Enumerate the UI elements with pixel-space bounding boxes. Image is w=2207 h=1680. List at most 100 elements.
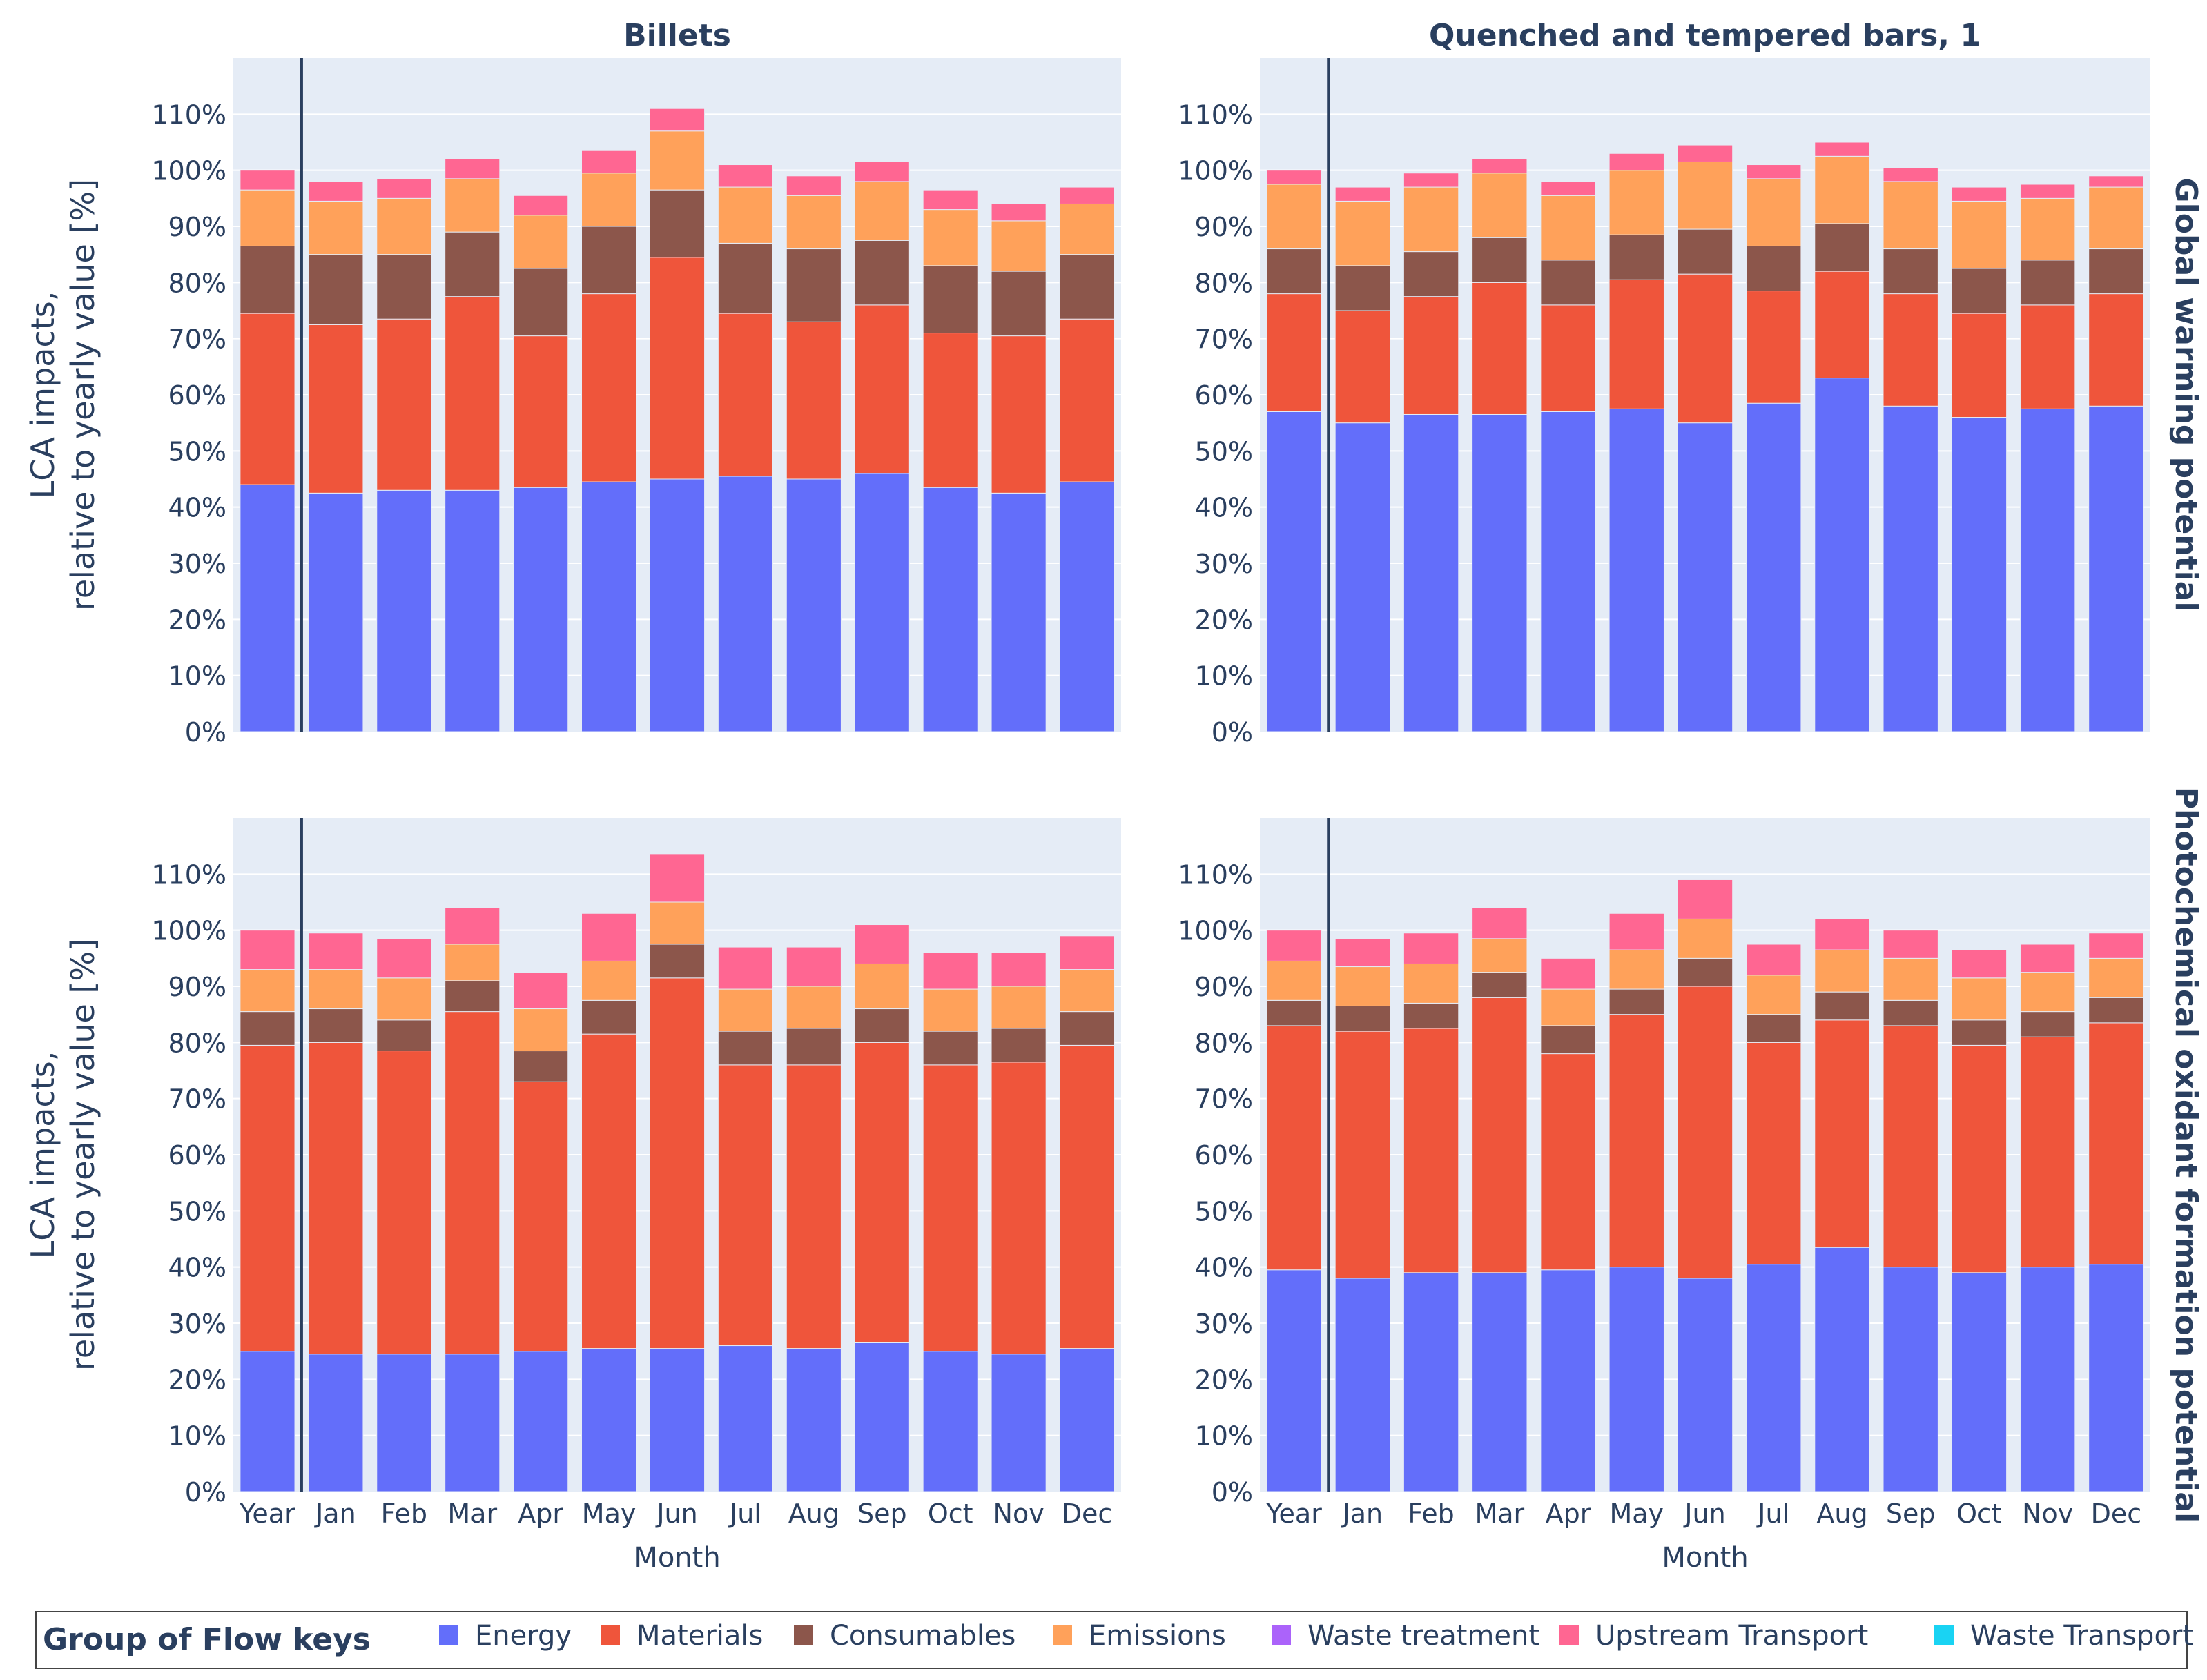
x-tick-label: Dec	[1062, 1498, 1113, 1529]
bar-segment-materials	[445, 1011, 500, 1355]
legend-item-materials[interactable]: Materials	[601, 1620, 763, 1652]
y-tick-label: 50%	[1195, 1196, 1253, 1227]
y-axis-ticks: 0% 10% 20% 30% 40% 50% 60% 70% 80% 90% 100% 110%	[1178, 859, 1253, 1507]
bar-segment-emissions	[240, 969, 295, 1013]
bar-stack-group	[1266, 141, 2144, 732]
bar-segment-energy	[1951, 417, 2007, 732]
bar-segment-energy	[1059, 481, 1115, 732]
y-tick-label: 40%	[168, 493, 226, 523]
x-tick-label: Jan	[1341, 1498, 1383, 1529]
legend-item-consumables[interactable]: Consumables	[794, 1620, 1015, 1652]
y-tick-label: 110%	[151, 859, 226, 890]
bar-segment-consumables	[1403, 251, 1459, 297]
bar-segment-materials	[991, 1062, 1047, 1355]
bar-segment-materials	[513, 1081, 569, 1352]
bar-segment-upstream-transport	[1266, 170, 1322, 185]
bar-segment-energy	[376, 1354, 432, 1492]
bar-segment-consumables	[922, 1031, 978, 1066]
bar-segment-consumables	[1677, 228, 1733, 275]
y-tick-label: 70%	[1195, 324, 1253, 355]
column-title-billets: Billets	[623, 18, 731, 53]
y-tick-label: 10%	[1195, 1421, 1253, 1452]
y-axis-title-line1: LCA impacts,	[24, 1051, 61, 1259]
bar-segment-materials	[2019, 1036, 2076, 1268]
bar-segment-materials	[991, 335, 1047, 494]
bar-segment-energy	[240, 484, 295, 732]
bar-segment-consumables	[1608, 988, 1664, 1015]
legend-item-energy[interactable]: Energy	[439, 1620, 572, 1652]
bar-segment-consumables	[1814, 991, 1870, 1021]
bar-segment-emissions	[1883, 957, 1938, 1001]
bar-segment-materials	[1266, 1025, 1322, 1271]
x-tick-label: Jun	[1683, 1498, 1725, 1529]
legend-item-waste-transport[interactable]: Waste Transport	[1934, 1620, 2193, 1652]
bar-segment-materials	[1266, 293, 1322, 412]
bar-segment-upstream-transport	[1472, 158, 1528, 174]
x-tick-label: Feb	[1408, 1498, 1454, 1529]
y-axis-title-top: LCA impacts, relative to yearly value [%…	[24, 179, 101, 611]
y-tick-label: 0%	[1212, 1477, 1253, 1507]
bar-segment-consumables	[1951, 1019, 2007, 1046]
bar-segment-consumables	[717, 242, 773, 314]
x-axis-title-right: Month	[1662, 1542, 1748, 1574]
x-tick-label: Oct	[928, 1498, 973, 1529]
y-tick-label: 40%	[168, 1253, 226, 1283]
bar-segment-upstream-transport	[854, 924, 910, 964]
bar-segment-consumables	[649, 189, 706, 258]
bar-segment-emissions	[1677, 918, 1733, 959]
bar-segment-emissions	[649, 901, 706, 945]
panel-billets-global-warming: 0% 10% 20% 30% 40% 50% 60% 70% 80% 90% 100% 110%	[151, 58, 1121, 748]
bar-segment-materials	[1951, 313, 2007, 418]
bar-segment-emissions	[1677, 161, 1733, 230]
row-title-photochemical: Photochemical oxidant formation potentia…	[2168, 787, 2204, 1523]
bar-segment-energy	[2088, 1264, 2144, 1492]
bar-segment-emissions	[1951, 977, 2007, 1021]
bar-segment-materials	[513, 335, 569, 488]
y-tick-label: 10%	[1195, 661, 1253, 692]
bar-segment-upstream-transport	[1746, 164, 1802, 179]
x-tick-label: Apr	[518, 1498, 563, 1529]
bar-segment-consumables	[854, 240, 910, 306]
bar-segment-upstream-transport	[1540, 181, 1596, 196]
bar-segment-emissions	[1472, 173, 1528, 238]
bar-segment-energy	[1746, 402, 1802, 732]
bar-segment-materials	[786, 321, 842, 480]
y-tick-label: 70%	[168, 1084, 226, 1115]
x-axis-title-left: Month	[634, 1542, 720, 1574]
bar-segment-materials	[581, 1033, 637, 1349]
legend-item-upstream-transport[interactable]: Upstream Transport	[1559, 1620, 1868, 1652]
bar-segment-materials	[240, 1044, 295, 1352]
bar-segment-energy	[1608, 408, 1664, 732]
bar-segment-emissions	[1608, 949, 1664, 990]
x-tick-label: Jun	[655, 1498, 697, 1529]
x-tick-label: Jul	[1756, 1498, 1789, 1529]
bar-segment-energy	[308, 1354, 364, 1492]
bar-segment-upstream-transport	[1608, 912, 1664, 950]
legend-swatch	[439, 1625, 458, 1645]
bar-segment-consumables	[1540, 1025, 1596, 1055]
legend-items: Energy Materials Consumables Emissions Waste…	[439, 1620, 2193, 1652]
bar-segment-emissions	[991, 220, 1047, 272]
bar-segment-materials	[376, 318, 432, 491]
bar-segment-emissions	[308, 200, 364, 255]
bar-segment-emissions	[1334, 966, 1391, 1006]
y-tick-label: 60%	[1195, 1140, 1253, 1171]
bar-segment-emissions	[1540, 195, 1596, 261]
bar-segment-upstream-transport	[308, 181, 364, 202]
legend-label: Upstream Transport	[1595, 1620, 1868, 1652]
legend-item-emissions[interactable]: Emissions	[1053, 1620, 1226, 1652]
y-tick-label: 60%	[168, 1140, 226, 1171]
bar-segment-emissions	[308, 969, 364, 1010]
bar-segment-energy	[1266, 1269, 1322, 1492]
legend-item-waste-treatment[interactable]: Waste treatment	[1272, 1620, 1539, 1652]
bar-segment-materials	[1334, 310, 1391, 424]
bar-segment-emissions	[1403, 186, 1459, 253]
bar-segment-upstream-transport	[1677, 879, 1733, 919]
bar-segment-emissions	[649, 130, 706, 191]
bar-segment-energy	[2088, 405, 2144, 732]
bar-segment-energy	[513, 1351, 569, 1492]
bar-segment-materials	[445, 296, 500, 491]
bar-segment-materials	[1403, 1028, 1459, 1273]
bar-segment-emissions	[445, 178, 500, 233]
bar-segment-consumables	[1059, 254, 1115, 320]
